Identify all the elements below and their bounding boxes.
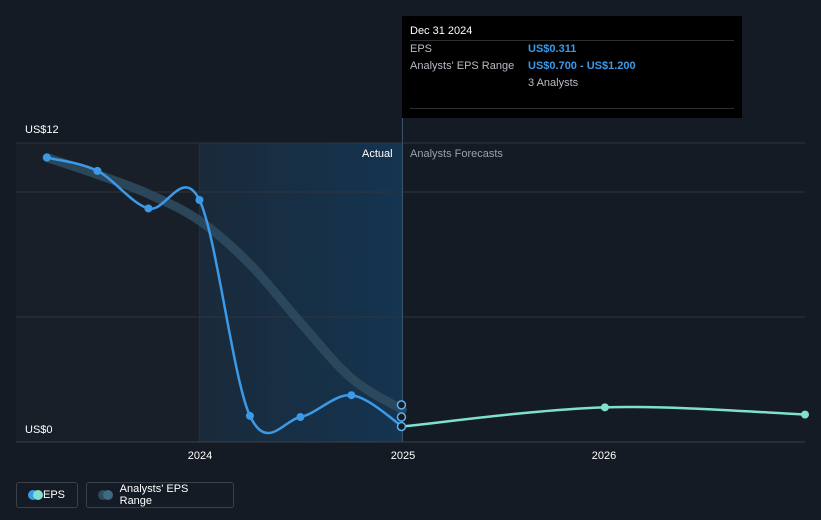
eps-point-4 <box>245 411 254 420</box>
y-min-label: US$0 <box>25 424 53 436</box>
eps-point-3 <box>195 195 204 204</box>
tooltip-eps-row: EPS US$0.311 <box>410 40 734 58</box>
tooltip-range-label: Analysts' EPS Range <box>410 60 515 72</box>
tooltip-eps-value: US$0.311 <box>528 43 577 55</box>
past-region-shade <box>16 143 200 442</box>
actual-label: Actual <box>362 148 393 160</box>
forecast-point-0 <box>600 403 609 412</box>
tooltip-range-value: US$0.700 - US$1.200 <box>528 60 636 72</box>
range-points <box>396 400 407 432</box>
tooltip-date: Dec 31 2024 <box>410 25 473 37</box>
range-point-0 <box>396 421 407 432</box>
legend-range-label: Analysts' EPS Range <box>119 483 189 507</box>
tooltip-eps-label: EPS <box>410 43 433 55</box>
range-legend-icon <box>98 490 113 500</box>
forecast-label: Analysts Forecasts <box>410 148 503 160</box>
tooltip-range-row: Analysts' EPS Range US$0.700 - US$1.200 <box>410 58 734 75</box>
eps-point-6 <box>347 391 356 400</box>
eps-point-1 <box>93 166 102 175</box>
x-tick-2026: 2026 <box>591 450 617 462</box>
y-max-label: US$12 <box>25 124 59 136</box>
tooltip-analysts: 3 Analysts <box>528 77 579 89</box>
eps-line <box>46 156 404 435</box>
eps-point-2 <box>144 204 153 213</box>
forecast-point-1 <box>801 410 809 419</box>
x-tick-2024: 2024 <box>187 450 213 462</box>
x-tick-2025: 2025 <box>390 450 416 462</box>
eps-point-0 <box>42 153 51 162</box>
eps-legend-icon <box>28 490 43 500</box>
eps-points <box>42 153 356 422</box>
range-point-2 <box>396 400 407 410</box>
tooltip: Dec 31 2024 EPS US$0.311 Analysts' EPS R… <box>402 16 742 118</box>
legend-eps[interactable]: EPS <box>16 482 78 508</box>
forecast-points <box>600 403 809 419</box>
legend-analysts-range[interactable]: Analysts' EPS Range <box>86 482 234 508</box>
tooltip-analysts-row: 3 Analysts <box>410 75 734 92</box>
eps-point-5 <box>296 413 305 422</box>
legend-eps-label: EPS <box>42 489 65 501</box>
tooltip-divider <box>410 108 734 109</box>
range-point-1 <box>396 412 407 422</box>
